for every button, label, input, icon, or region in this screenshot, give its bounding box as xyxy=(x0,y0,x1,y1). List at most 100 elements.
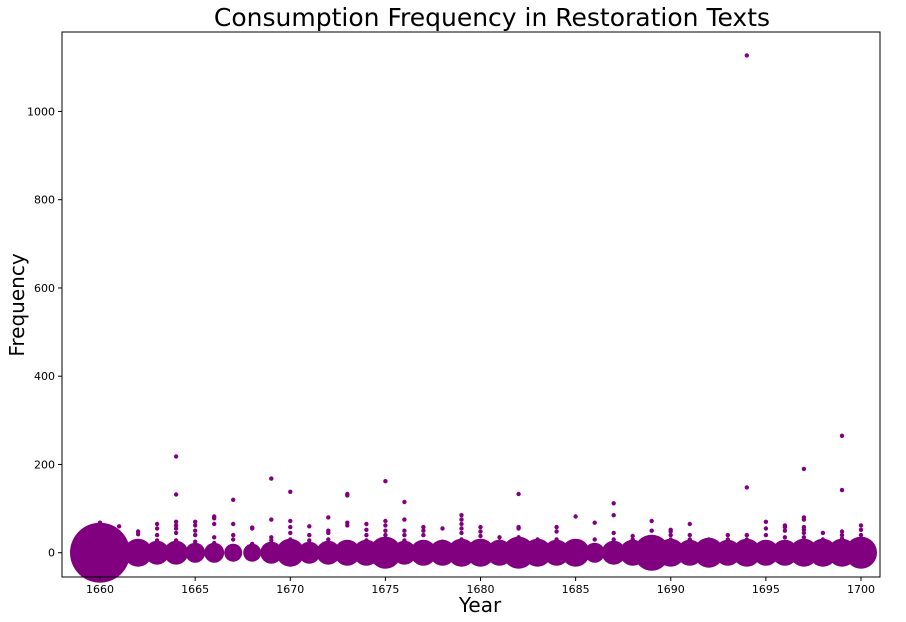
data-point xyxy=(478,524,483,530)
data-point xyxy=(744,485,749,490)
data-point xyxy=(801,466,807,472)
zero-frequency-bubble xyxy=(316,540,341,565)
data-point xyxy=(383,479,388,484)
data-point xyxy=(763,532,769,538)
zero-frequency-bubble xyxy=(70,522,130,583)
zero-frequency-bubble xyxy=(224,543,243,562)
data-point xyxy=(440,526,445,531)
zero-frequency-bubble xyxy=(693,537,724,568)
zero-frequency-bubble xyxy=(369,536,402,569)
data-point xyxy=(193,532,198,538)
data-point xyxy=(801,517,807,522)
data-point xyxy=(364,521,369,527)
data-point xyxy=(763,519,769,524)
data-point xyxy=(611,501,616,506)
zero-frequency-bubble xyxy=(714,539,741,566)
data-point xyxy=(592,520,597,525)
data-point xyxy=(269,517,274,522)
data-point xyxy=(516,526,521,531)
data-point xyxy=(421,528,426,533)
zero-frequency-bubble xyxy=(298,541,321,564)
data-point xyxy=(231,537,236,542)
y-tick-label: 200 xyxy=(34,458,55,471)
x-tick-label: 1695 xyxy=(752,583,780,596)
data-point xyxy=(801,527,807,532)
data-point xyxy=(231,532,236,538)
data-point xyxy=(782,524,788,530)
data-point xyxy=(839,433,845,438)
data-point xyxy=(516,491,521,497)
data-point xyxy=(154,532,160,538)
data-point xyxy=(383,518,388,524)
data-point xyxy=(573,514,578,519)
y-tick-label: 0 xyxy=(48,547,55,560)
data-point xyxy=(173,530,179,536)
y-tick-label: 1000 xyxy=(27,105,55,118)
data-point xyxy=(173,526,179,531)
data-point xyxy=(173,454,179,459)
zero-frequency-bubble xyxy=(392,540,417,565)
data-point xyxy=(364,527,369,532)
x-tick-label: 1670 xyxy=(276,583,304,596)
zero-frequency-bubble xyxy=(466,538,495,567)
data-point xyxy=(820,530,826,536)
data-point xyxy=(288,524,293,530)
zero-frequency-bubble xyxy=(334,539,361,566)
data-point xyxy=(649,518,654,524)
data-point xyxy=(250,526,255,531)
data-point xyxy=(231,521,236,527)
data-point xyxy=(497,535,502,540)
x-axis-ticks: 1660 1665 1670 1675 1680 1685 1690 1695 1700 xyxy=(86,577,875,596)
x-tick-label: 1680 xyxy=(467,583,495,596)
data-point xyxy=(554,529,559,534)
zero-frequency-bubble xyxy=(260,541,283,564)
x-tick-label: 1700 xyxy=(847,583,875,596)
data-point xyxy=(173,519,179,524)
data-point xyxy=(858,527,864,532)
data-point xyxy=(345,523,350,528)
data-point xyxy=(554,524,559,530)
data-point xyxy=(421,524,426,530)
zero-frequency-bubble xyxy=(410,539,437,566)
zero-frequency-bubble xyxy=(185,542,206,563)
data-point xyxy=(193,528,198,533)
data-point xyxy=(744,53,749,58)
data-point xyxy=(173,492,179,497)
data-point xyxy=(307,538,312,543)
data-point xyxy=(307,524,312,529)
data-point xyxy=(345,493,350,498)
data-point xyxy=(212,521,217,527)
data-point xyxy=(212,535,217,540)
data-point xyxy=(858,523,864,528)
data-point xyxy=(687,521,692,527)
data-point xyxy=(154,526,160,531)
x-tick-label: 1690 xyxy=(657,583,685,596)
data-points xyxy=(70,53,877,583)
x-axis-title: Year xyxy=(458,593,502,617)
plot-frame xyxy=(61,31,881,578)
data-point xyxy=(478,529,483,534)
data-point xyxy=(459,530,464,536)
data-point xyxy=(402,532,407,538)
data-point xyxy=(326,537,331,542)
data-point xyxy=(858,532,864,538)
zero-frequency-bubble xyxy=(845,536,877,569)
data-point xyxy=(326,530,331,536)
zero-frequency-bubble xyxy=(601,540,626,565)
data-point xyxy=(611,537,616,542)
y-axis-ticks: 0 200 400 600 800 1000 xyxy=(27,105,62,560)
zero-frequency-bubble xyxy=(752,539,779,566)
x-tick-label: 1665 xyxy=(181,583,209,596)
data-point xyxy=(611,513,616,518)
zero-frequency-bubble xyxy=(243,543,262,562)
data-point xyxy=(649,528,654,533)
zero-frequency-bubble xyxy=(164,540,189,565)
data-point xyxy=(269,476,274,481)
data-point xyxy=(459,521,464,527)
data-point xyxy=(668,532,673,538)
data-point xyxy=(116,524,122,529)
data-point xyxy=(288,489,293,494)
data-point xyxy=(459,526,464,531)
zero-frequency-bubble xyxy=(771,539,798,566)
